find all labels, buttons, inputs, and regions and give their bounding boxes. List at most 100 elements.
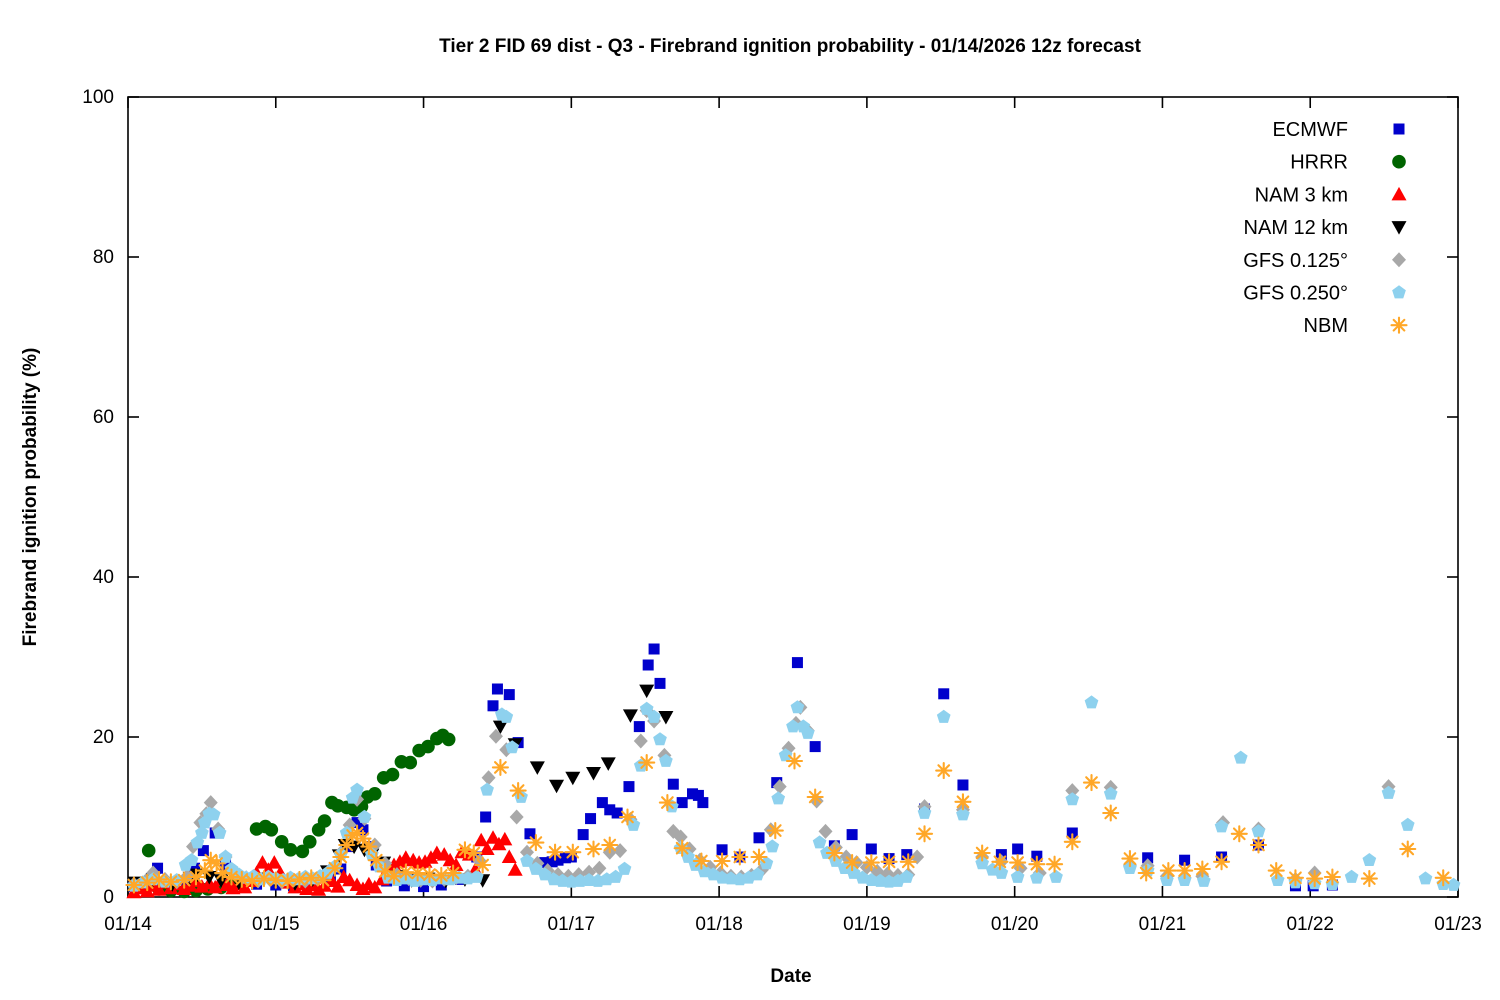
legend-item-gfs-0-125-: GFS 0.125° (1243, 250, 1406, 272)
data-point (564, 843, 582, 861)
data-point (254, 855, 270, 869)
data-point (899, 869, 914, 883)
data-point (654, 677, 666, 689)
data-point (1323, 868, 1341, 886)
data-point (509, 809, 524, 825)
legend-label: NAM 12 km (1244, 217, 1348, 239)
data-point (283, 843, 298, 857)
data-point (197, 845, 209, 857)
data-point (1177, 873, 1192, 887)
data-point (509, 782, 527, 800)
data-point (1103, 786, 1118, 800)
data-point (935, 762, 953, 780)
data-point (350, 782, 364, 796)
data-point (600, 757, 616, 771)
data-point (367, 879, 383, 894)
legend-item-nam-3-km: NAM 3 km (1255, 184, 1407, 206)
data-point (492, 720, 508, 735)
data-point (418, 881, 430, 893)
data-point (994, 865, 1009, 879)
data-point (658, 794, 676, 812)
data-point (673, 829, 688, 845)
data-point (973, 844, 991, 862)
y-tick-label: 0 (103, 887, 114, 908)
data-point (1399, 840, 1417, 858)
x-tick-label: 01/15 (252, 914, 300, 935)
data-point (915, 825, 934, 843)
data-point (479, 841, 495, 855)
data-point (488, 728, 503, 744)
data-point (1063, 833, 1081, 851)
data-point (1214, 819, 1229, 833)
data-point (938, 688, 950, 700)
data-point (302, 869, 320, 887)
data-point (546, 856, 558, 868)
data-point (623, 781, 635, 793)
data-point (1306, 870, 1324, 888)
data-point (552, 854, 564, 866)
data-point (403, 755, 418, 770)
data-point (491, 683, 503, 695)
data-point (351, 817, 363, 829)
data-point (642, 659, 654, 671)
data-point (1434, 869, 1452, 887)
series-gfs-0-250- (127, 695, 1461, 892)
legend-marker-diamond-icon (1392, 252, 1406, 268)
data-point (956, 807, 970, 821)
axes: 0 20 40 60 80 100 01/14 01/15 01/16 01/17 01/18 01/… (82, 87, 1481, 935)
data-point (189, 862, 200, 874)
data-point (218, 849, 233, 863)
data-point (778, 748, 793, 762)
x-tick-label: 01/20 (991, 914, 1039, 935)
data-point (398, 880, 410, 892)
data-point (638, 754, 656, 772)
data-point (1267, 862, 1285, 880)
data-point (991, 853, 1009, 871)
data-point (1344, 869, 1359, 883)
data-point (138, 874, 156, 892)
data-point (220, 859, 232, 871)
legend-item-ecmwf: ECMWF (1272, 119, 1405, 141)
data-point (1159, 862, 1177, 880)
data-point (314, 871, 332, 889)
data-point (1418, 871, 1433, 885)
data-point (367, 851, 385, 869)
data-point (596, 797, 608, 809)
data-point (681, 849, 695, 863)
data-point (1121, 850, 1139, 868)
data-point (1084, 695, 1099, 709)
y-tick-label: 60 (93, 407, 114, 428)
data-point (785, 752, 804, 770)
data-point (604, 804, 616, 816)
data-point (1230, 825, 1248, 843)
data-point (507, 862, 523, 876)
data-point (539, 857, 551, 869)
data-point (1360, 870, 1378, 888)
data-point (647, 709, 661, 723)
data-point (806, 788, 824, 806)
data-point (141, 843, 156, 858)
data-point (385, 867, 403, 885)
data-point (1066, 827, 1078, 839)
data-point (601, 836, 619, 854)
data-point (175, 871, 193, 889)
data-point (1381, 785, 1396, 799)
data-point (1233, 750, 1248, 764)
data-point (809, 741, 821, 753)
data-point (1049, 869, 1063, 883)
data-point (367, 787, 382, 801)
data-point (1362, 853, 1377, 867)
data-point (520, 853, 534, 867)
data-point (658, 711, 674, 725)
data-point (731, 848, 749, 866)
data-point (759, 856, 774, 870)
data-point (332, 848, 350, 866)
data-point (565, 771, 581, 786)
legend-label: HRRR (1290, 152, 1348, 174)
data-point (267, 871, 285, 889)
data-point (266, 855, 282, 869)
data-points (125, 643, 1461, 899)
data-point (633, 721, 645, 733)
data-point (357, 824, 369, 836)
data-point (1193, 860, 1211, 878)
